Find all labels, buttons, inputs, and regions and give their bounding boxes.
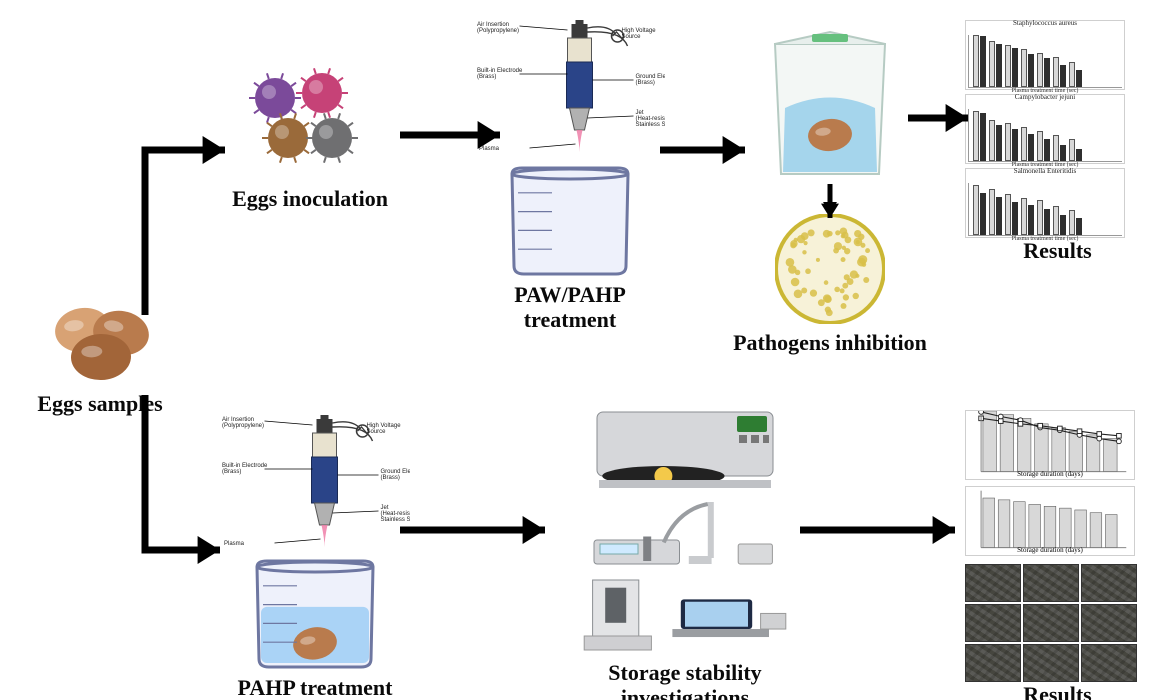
flow-arrow xyxy=(0,0,1157,700)
